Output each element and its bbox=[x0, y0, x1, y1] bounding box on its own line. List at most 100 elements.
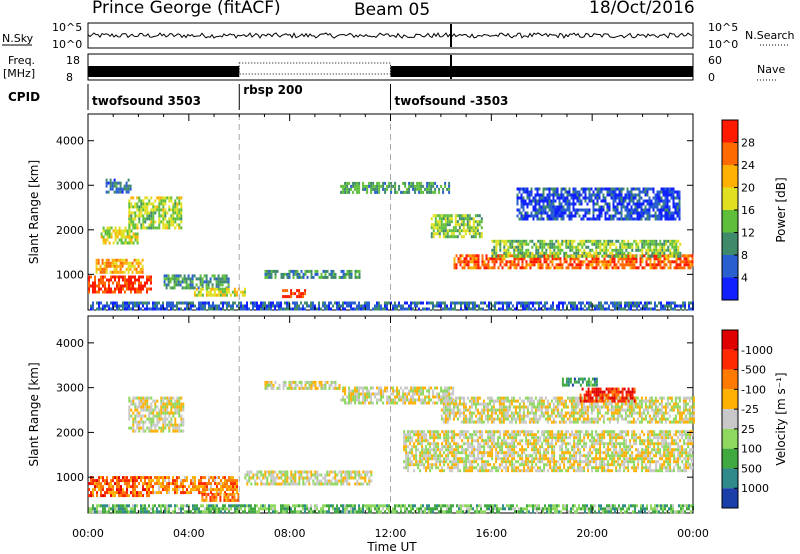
data-cell bbox=[266, 476, 269, 480]
data-cell bbox=[142, 399, 145, 403]
data-cell bbox=[296, 383, 299, 387]
data-cell bbox=[174, 420, 177, 424]
data-cell bbox=[617, 251, 620, 255]
data-cell bbox=[280, 482, 283, 486]
data-cell bbox=[141, 258, 144, 262]
data-cell bbox=[156, 208, 159, 212]
data-cell bbox=[160, 396, 163, 400]
data-cell bbox=[320, 380, 323, 384]
data-cell bbox=[100, 485, 102, 489]
data-cell bbox=[216, 307, 218, 311]
data-cell bbox=[416, 392, 419, 396]
data-cell bbox=[114, 232, 117, 236]
data-cell bbox=[548, 307, 550, 311]
data-cell bbox=[134, 235, 137, 239]
data-cell bbox=[346, 470, 349, 474]
data-cell bbox=[302, 272, 305, 276]
data-cell bbox=[362, 184, 365, 188]
data-cell bbox=[374, 184, 377, 188]
data-cell bbox=[685, 254, 688, 258]
data-cell bbox=[298, 479, 301, 483]
data-cell bbox=[150, 220, 153, 224]
data-cell bbox=[668, 214, 671, 218]
data-cell bbox=[421, 454, 424, 458]
data-cell bbox=[212, 476, 214, 480]
data-cell bbox=[92, 284, 94, 288]
data-cell bbox=[580, 301, 582, 305]
data-cell bbox=[409, 448, 412, 452]
data-cell bbox=[601, 248, 604, 252]
data-cell bbox=[438, 304, 440, 308]
data-cell bbox=[580, 217, 583, 221]
data-cell bbox=[621, 251, 624, 255]
data-cell bbox=[228, 304, 230, 308]
data-cell bbox=[465, 469, 468, 473]
data-cell bbox=[543, 239, 546, 243]
data-cell bbox=[124, 229, 127, 233]
nsearch-label: N.Search bbox=[745, 29, 795, 42]
data-cell bbox=[120, 275, 122, 279]
data-cell bbox=[643, 239, 646, 243]
data-cell bbox=[554, 208, 557, 212]
data-cell bbox=[346, 184, 349, 188]
data-cell bbox=[138, 307, 140, 311]
data-cell bbox=[102, 284, 104, 288]
data-cell bbox=[549, 242, 552, 246]
data-cell bbox=[604, 214, 607, 218]
data-cell bbox=[370, 184, 373, 188]
data-band bbox=[88, 476, 150, 498]
data-cell bbox=[591, 248, 594, 252]
data-cell bbox=[310, 307, 312, 311]
data-cell bbox=[472, 301, 474, 305]
data-cell bbox=[138, 476, 140, 480]
data-cell bbox=[366, 307, 368, 311]
data-cell bbox=[164, 426, 167, 430]
data-cell bbox=[582, 208, 585, 212]
data-cell bbox=[128, 482, 130, 486]
data-cell bbox=[437, 433, 440, 437]
data-cell bbox=[451, 439, 454, 443]
data-cell bbox=[416, 187, 419, 191]
data-cell bbox=[673, 260, 676, 264]
data-cell bbox=[621, 266, 624, 270]
data-cell bbox=[221, 280, 224, 284]
data-cell bbox=[412, 392, 415, 396]
data-cell bbox=[574, 187, 577, 191]
data-cell bbox=[459, 254, 462, 258]
data-cell bbox=[645, 257, 648, 261]
data-cell bbox=[230, 485, 232, 489]
data-cell bbox=[450, 232, 453, 236]
data-cell bbox=[100, 281, 102, 285]
freq-block-2 bbox=[390, 66, 693, 77]
data-cell bbox=[306, 269, 309, 273]
data-cell bbox=[536, 211, 539, 215]
data-cell bbox=[526, 196, 529, 200]
data-cell bbox=[167, 274, 170, 278]
data-cell bbox=[556, 304, 558, 308]
data-cell bbox=[233, 498, 236, 502]
data-cell bbox=[639, 263, 642, 267]
data-cell bbox=[584, 196, 587, 200]
data-cell bbox=[666, 301, 668, 305]
data-cell bbox=[160, 220, 163, 224]
data-cell bbox=[611, 251, 614, 255]
data-cell bbox=[354, 181, 357, 185]
data-cell bbox=[358, 392, 361, 396]
data-cell bbox=[652, 307, 654, 311]
data-cell bbox=[124, 226, 127, 230]
data-cell bbox=[679, 266, 682, 270]
data-cell bbox=[624, 301, 626, 305]
data-cell bbox=[178, 476, 180, 480]
data-cell bbox=[223, 280, 226, 284]
data-cell bbox=[598, 307, 600, 311]
data-cell bbox=[592, 214, 595, 218]
data-cell bbox=[440, 214, 443, 218]
data-cell bbox=[142, 494, 144, 498]
data-cell bbox=[464, 304, 466, 308]
data-cell bbox=[178, 208, 181, 212]
data-cell bbox=[683, 260, 686, 264]
data-cell bbox=[141, 264, 144, 268]
data-cell bbox=[434, 232, 437, 236]
data-cell bbox=[467, 263, 470, 267]
data-cell bbox=[435, 463, 438, 467]
